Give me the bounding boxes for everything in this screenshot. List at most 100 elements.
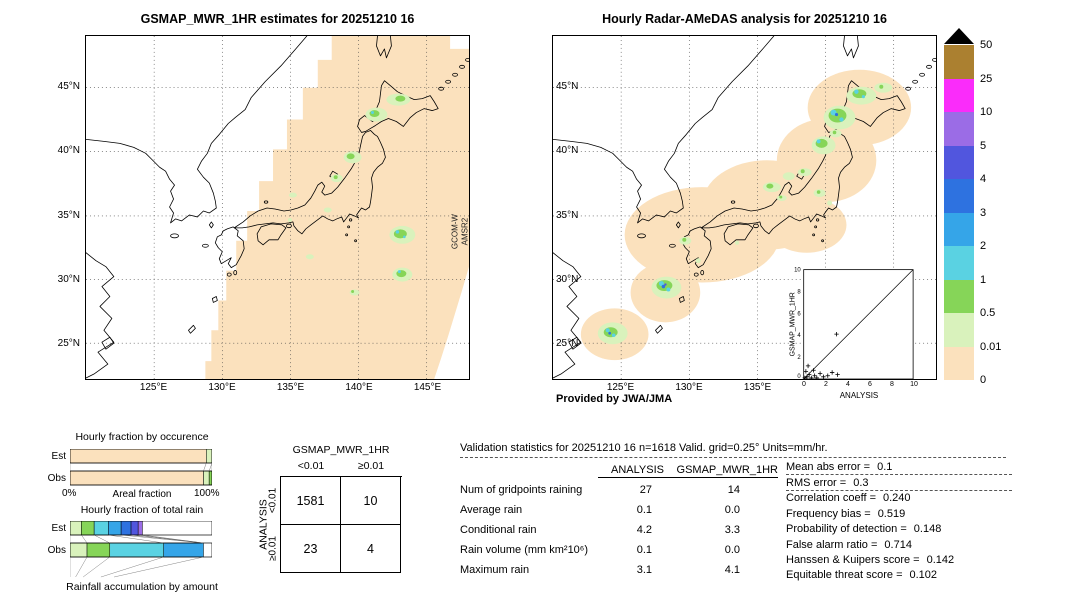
colorbar-tick-label: 1 xyxy=(980,273,987,286)
occurrence-axis-min: 0% xyxy=(62,488,77,499)
stats-rows: Num of gridpoints raining 27 14 Average rai… xyxy=(460,480,780,580)
skill-score-row: Correlation coeff = 0.240 xyxy=(786,491,1012,506)
bar-segment xyxy=(70,449,207,464)
colorbar-tick-label: 10 xyxy=(980,106,993,118)
occurrence-axis-max: 100% xyxy=(194,488,220,499)
contingency-col-header: ≥0.01 xyxy=(357,460,385,472)
occurrence-stacked-bars xyxy=(70,449,212,486)
contingency-column-group-title: GSMAP_MWR_1HR xyxy=(292,444,390,456)
inset-xtick-label: 8 xyxy=(890,381,894,388)
totalrain-chart-title: Hourly fraction of total rain xyxy=(80,504,204,516)
lat-tick-label: 35°N xyxy=(556,210,579,221)
colorbar-segment xyxy=(944,246,974,280)
skill-score-row: Frequency bias = 0.519 xyxy=(786,506,1012,521)
colorbar-tick-label: 50 xyxy=(980,39,993,51)
inset-ytick-label: 10 xyxy=(794,268,801,274)
skill-score-row: Mean abs error = 0.1 xyxy=(786,460,1012,476)
radar-amedas-map: 0 2 4 6 8 10 GSMAP_MWR_1HR xyxy=(552,35,937,380)
scatter-point xyxy=(821,374,826,379)
stats-gsmap-value: 0.0 xyxy=(724,504,740,516)
stats-title: Validation statistics for 20251210 16 n=… xyxy=(460,442,1006,458)
contingency-cell: 10 xyxy=(341,477,401,525)
inset-diagonal xyxy=(803,269,914,379)
contingency-cell: 4 xyxy=(341,525,401,573)
accumulation-fan-line xyxy=(114,556,204,578)
inset-xlabel: ANALYSIS xyxy=(839,391,879,400)
occurrence-est-label: Est xyxy=(51,451,66,462)
stats-gsmap-value: 3.3 xyxy=(724,524,740,536)
bar-segment xyxy=(130,521,139,536)
sensor-name: AMSR2 xyxy=(460,217,469,246)
bar-segment xyxy=(137,521,143,536)
lat-tick-label: 35°N xyxy=(57,210,80,221)
inset-ytick-label: 4 xyxy=(797,333,801,339)
scatter-point xyxy=(812,373,817,378)
totalrain-obs-label: Obs xyxy=(47,545,66,556)
colorbar-tick-label: 4 xyxy=(980,173,987,185)
occurrence-axis-label: Areal fraction xyxy=(112,489,172,500)
skill-score-label: False alarm ratio = xyxy=(786,538,878,551)
contingency-cell: 23 xyxy=(281,525,341,573)
skill-score-value: 0.240 xyxy=(883,492,911,505)
scatter-point xyxy=(834,331,839,337)
inset-ytick-label: 6 xyxy=(797,311,801,317)
bar-segment xyxy=(208,470,212,486)
contingency-row-header: ≥0.01 xyxy=(267,536,279,561)
inset-xtick-label: 0 xyxy=(802,381,806,388)
contingency-cell: 1581 xyxy=(281,477,341,525)
stats-analysis-value: 0.1 xyxy=(636,504,652,516)
stats-table-header: ANALYSIS GSMAP_MWR_1HR xyxy=(460,464,780,478)
stats-row: Conditional rain 4.2 3.3 xyxy=(460,520,780,540)
bar-outline xyxy=(70,470,212,486)
scatter-point xyxy=(811,368,816,373)
left-map-lon-axis: 125°E 130°E 135°E 140°E 145°E xyxy=(85,382,470,394)
skill-score-row: Equitable threat score = 0.102 xyxy=(786,568,1012,583)
contingency-grid: 1581 10 23 4 xyxy=(280,476,402,573)
skill-score-value: 0.519 xyxy=(877,507,906,520)
lon-tick-label: 140°E xyxy=(345,382,373,393)
lon-tick-label: 125°E xyxy=(139,382,168,393)
stats-gsmap-value: 0.0 xyxy=(724,544,740,556)
stats-gsmap-value: 14 xyxy=(727,484,740,496)
skill-score-row: RMS error = 0.3 xyxy=(786,475,1012,491)
stats-row-label: Num of gridpoints raining xyxy=(460,484,583,496)
scatter-point xyxy=(809,375,814,379)
inset-ytick-label: 0 xyxy=(797,374,801,379)
occurrence-chart-title: Hourly fraction by occurence xyxy=(75,431,209,443)
totalrain-caption: Rainfall accumulation by amount xyxy=(66,581,218,593)
inset-points xyxy=(802,331,840,379)
skill-score-label: RMS error = xyxy=(786,476,847,489)
skill-score-label: Frequency bias = xyxy=(786,507,871,520)
skill-score-label: Equitable threat score = xyxy=(786,569,903,582)
stats-row: Maximum rain 3.1 4.1 xyxy=(460,560,780,580)
occurrence-obs-label: Obs xyxy=(47,473,66,484)
scatter-point xyxy=(825,373,830,378)
left-map-title: GSMAP_MWR_1HR estimates for 20251210 16 xyxy=(140,12,415,26)
colorbar-segment xyxy=(944,45,974,79)
colorbar-tick-label: 2 xyxy=(980,240,987,252)
inset-xtick-label: 6 xyxy=(868,381,872,388)
bar-outline xyxy=(70,542,212,558)
stats-row-label: Maximum rain xyxy=(460,564,530,576)
stats-analysis-value: 27 xyxy=(639,484,652,496)
satellite-name: GCOM-W xyxy=(450,214,460,250)
scatter-point xyxy=(835,372,840,377)
fan-line xyxy=(81,534,88,544)
colorbar-segment xyxy=(944,145,974,179)
colorbar-overflow-triangle xyxy=(944,28,974,44)
accumulation-fan-line xyxy=(75,556,88,578)
colorbar-segment xyxy=(944,78,974,112)
lon-tick-label: 125°E xyxy=(606,382,635,393)
stats-row: Num of gridpoints raining 27 14 xyxy=(460,480,780,500)
scatter-point xyxy=(806,372,812,377)
skill-score-label: Mean abs error = xyxy=(786,461,871,474)
colorbar-tick-label: 0.5 xyxy=(980,307,996,319)
inset-xtick-label: 2 xyxy=(824,381,828,388)
contingency-table: GSMAP_MWR_1HR <0.01 ≥0.01 ANALYSIS <0.01… xyxy=(240,444,418,608)
accumulation-fan-line xyxy=(100,556,164,578)
right-map-lat-axis: 45°N 40°N 35°N 30°N 25°N xyxy=(553,35,595,380)
skill-score-label: Correlation coeff = xyxy=(786,492,876,505)
skill-score-value: 0.1 xyxy=(877,461,893,474)
grid-lines xyxy=(86,36,469,379)
lat-tick-label: 40°N xyxy=(57,145,80,156)
